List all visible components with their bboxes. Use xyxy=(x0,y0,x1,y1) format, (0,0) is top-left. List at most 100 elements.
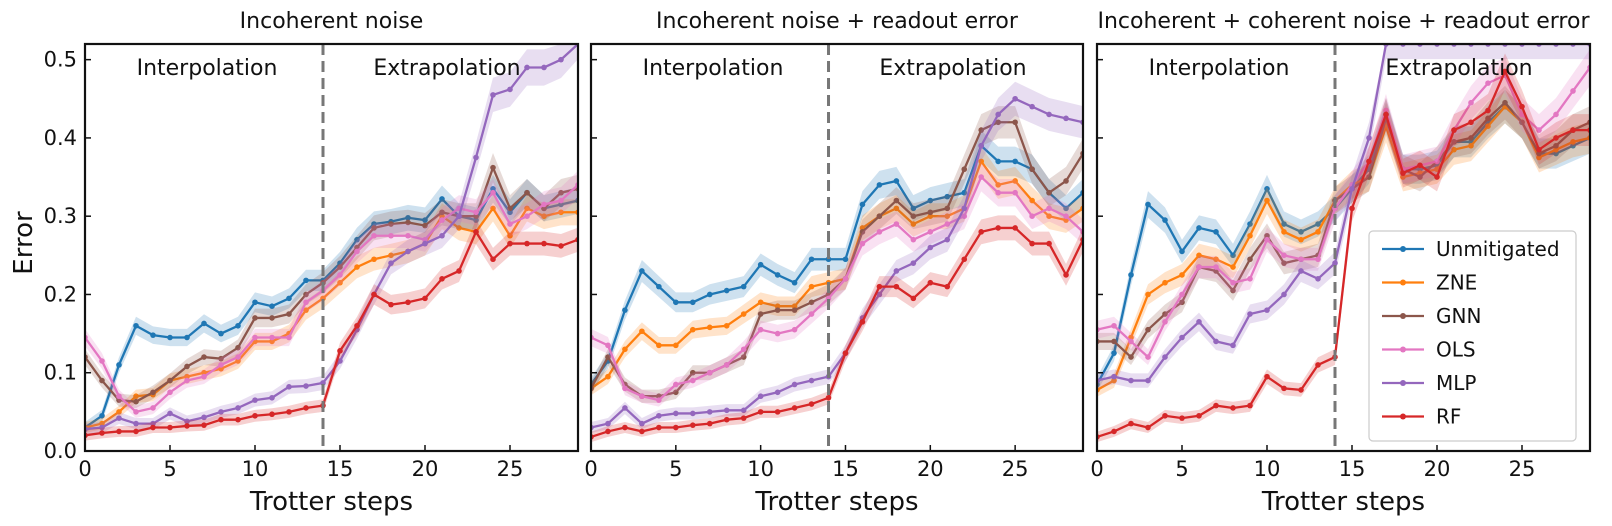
data-point-zne xyxy=(1570,139,1576,145)
data-point-zne xyxy=(1536,154,1542,161)
data-point-unmitigated xyxy=(269,303,275,310)
series-line-zne xyxy=(591,158,1083,390)
data-point-mlp xyxy=(1012,95,1018,102)
x-tick-label: 10 xyxy=(747,457,774,481)
data-point-rf xyxy=(541,240,547,247)
data-point-gnn xyxy=(978,127,985,133)
data-point-rf xyxy=(774,409,781,415)
data-point-unmitigated xyxy=(944,193,951,200)
data-point-gnn xyxy=(1230,287,1236,294)
data-point-mlp xyxy=(689,410,696,417)
data-point-gnn xyxy=(541,205,547,212)
data-point-gnn xyxy=(269,315,275,321)
data-point-unmitigated xyxy=(1111,350,1117,356)
data-point-mlp xyxy=(1196,319,1202,325)
data-point-gnn xyxy=(167,377,173,384)
band-ols xyxy=(1097,49,1590,366)
data-point-unmitigated xyxy=(150,332,156,338)
data-point-unmitigated xyxy=(167,334,173,341)
plot-frame xyxy=(589,42,1085,453)
band-unmitigated xyxy=(1097,89,1590,392)
band-rf xyxy=(591,215,1083,443)
data-point-gnn xyxy=(337,264,343,270)
data-point-mlp xyxy=(656,412,662,419)
data-point-zne xyxy=(1400,174,1406,180)
legend-label: RF xyxy=(1436,405,1461,429)
data-point-unmitigated xyxy=(507,209,513,216)
data-point-unmitigated xyxy=(1553,150,1559,157)
series-line-gnn xyxy=(591,121,1083,398)
data-point-zne xyxy=(541,213,547,219)
data-point-unmitigated xyxy=(558,201,564,208)
data-point-zne xyxy=(354,264,360,270)
data-point-mlp xyxy=(1332,260,1338,266)
data-point-gnn xyxy=(1162,311,1168,317)
data-point-zne xyxy=(1179,272,1185,278)
data-point-mlp xyxy=(1046,111,1052,118)
data-point-ols xyxy=(490,189,496,196)
data-point-zne xyxy=(723,322,730,329)
data-point-ols xyxy=(235,354,241,360)
data-point-zne xyxy=(927,213,934,219)
data-point-zne xyxy=(893,205,900,212)
data-point-unmitigated xyxy=(116,362,122,368)
band-ols xyxy=(591,162,1083,407)
data-point-unmitigated xyxy=(1247,221,1253,227)
data-point-rf xyxy=(1063,272,1069,278)
data-point-unmitigated xyxy=(1179,248,1185,255)
data-point-zne xyxy=(1111,377,1117,384)
data-point-ols xyxy=(1485,80,1491,86)
data-point-gnn xyxy=(859,229,866,235)
data-point-unmitigated xyxy=(286,295,292,302)
data-point-zne xyxy=(1046,213,1052,219)
data-point-rf xyxy=(893,283,900,290)
series-line-unmitigated xyxy=(591,143,1083,386)
data-point-zne xyxy=(622,346,628,353)
plot-frame xyxy=(83,42,580,453)
data-point-gnn xyxy=(1111,338,1117,345)
data-point-mlp xyxy=(286,384,292,390)
data-point-zne xyxy=(791,303,798,310)
plot-frame xyxy=(1095,42,1592,453)
data-point-mlp xyxy=(1315,276,1321,282)
data-point-gnn xyxy=(1012,119,1018,126)
data-point-unmitigated xyxy=(740,283,747,290)
data-point-zne xyxy=(639,328,645,335)
data-point-ols xyxy=(541,201,547,208)
data-point-rf xyxy=(133,428,139,435)
data-point-mlp xyxy=(133,420,139,427)
data-point-rf xyxy=(791,405,798,411)
series-line-ols xyxy=(85,184,578,414)
data-point-mlp xyxy=(639,420,645,427)
data-point-ols xyxy=(910,236,917,243)
data-point-rf xyxy=(1111,428,1117,435)
data-point-mlp xyxy=(473,154,479,161)
panel-incoherent-noise: Incoherent noise Interpolation Extrapolati… xyxy=(44,9,580,517)
data-point-ols xyxy=(1128,338,1134,345)
x-tick-label: 0 xyxy=(584,457,597,481)
data-point-rf xyxy=(201,422,207,428)
data-point-unmitigated xyxy=(1417,166,1423,173)
data-point-mlp xyxy=(723,407,730,414)
data-point-rf xyxy=(825,394,832,401)
data-point-mlp xyxy=(757,393,764,400)
data-point-unmitigated xyxy=(791,279,798,286)
data-point-mlp xyxy=(388,260,394,266)
x-tick-label: 5 xyxy=(669,457,682,481)
data-point-gnn xyxy=(757,311,764,317)
data-point-unmitigated xyxy=(439,196,445,202)
data-point-ols xyxy=(1536,127,1542,133)
data-point-mlp xyxy=(1179,334,1185,341)
data-point-zne xyxy=(1315,229,1321,235)
data-point-mlp xyxy=(622,405,628,411)
data-point-rf xyxy=(1383,111,1389,118)
data-point-zne xyxy=(490,205,496,212)
data-point-ols xyxy=(673,381,679,388)
data-point-ols xyxy=(1298,256,1304,263)
data-point-unmitigated xyxy=(201,320,207,327)
data-point-gnn xyxy=(1417,174,1423,180)
data-point-gnn xyxy=(927,209,934,216)
data-point-mlp xyxy=(405,248,411,255)
data-point-ols xyxy=(927,229,934,235)
